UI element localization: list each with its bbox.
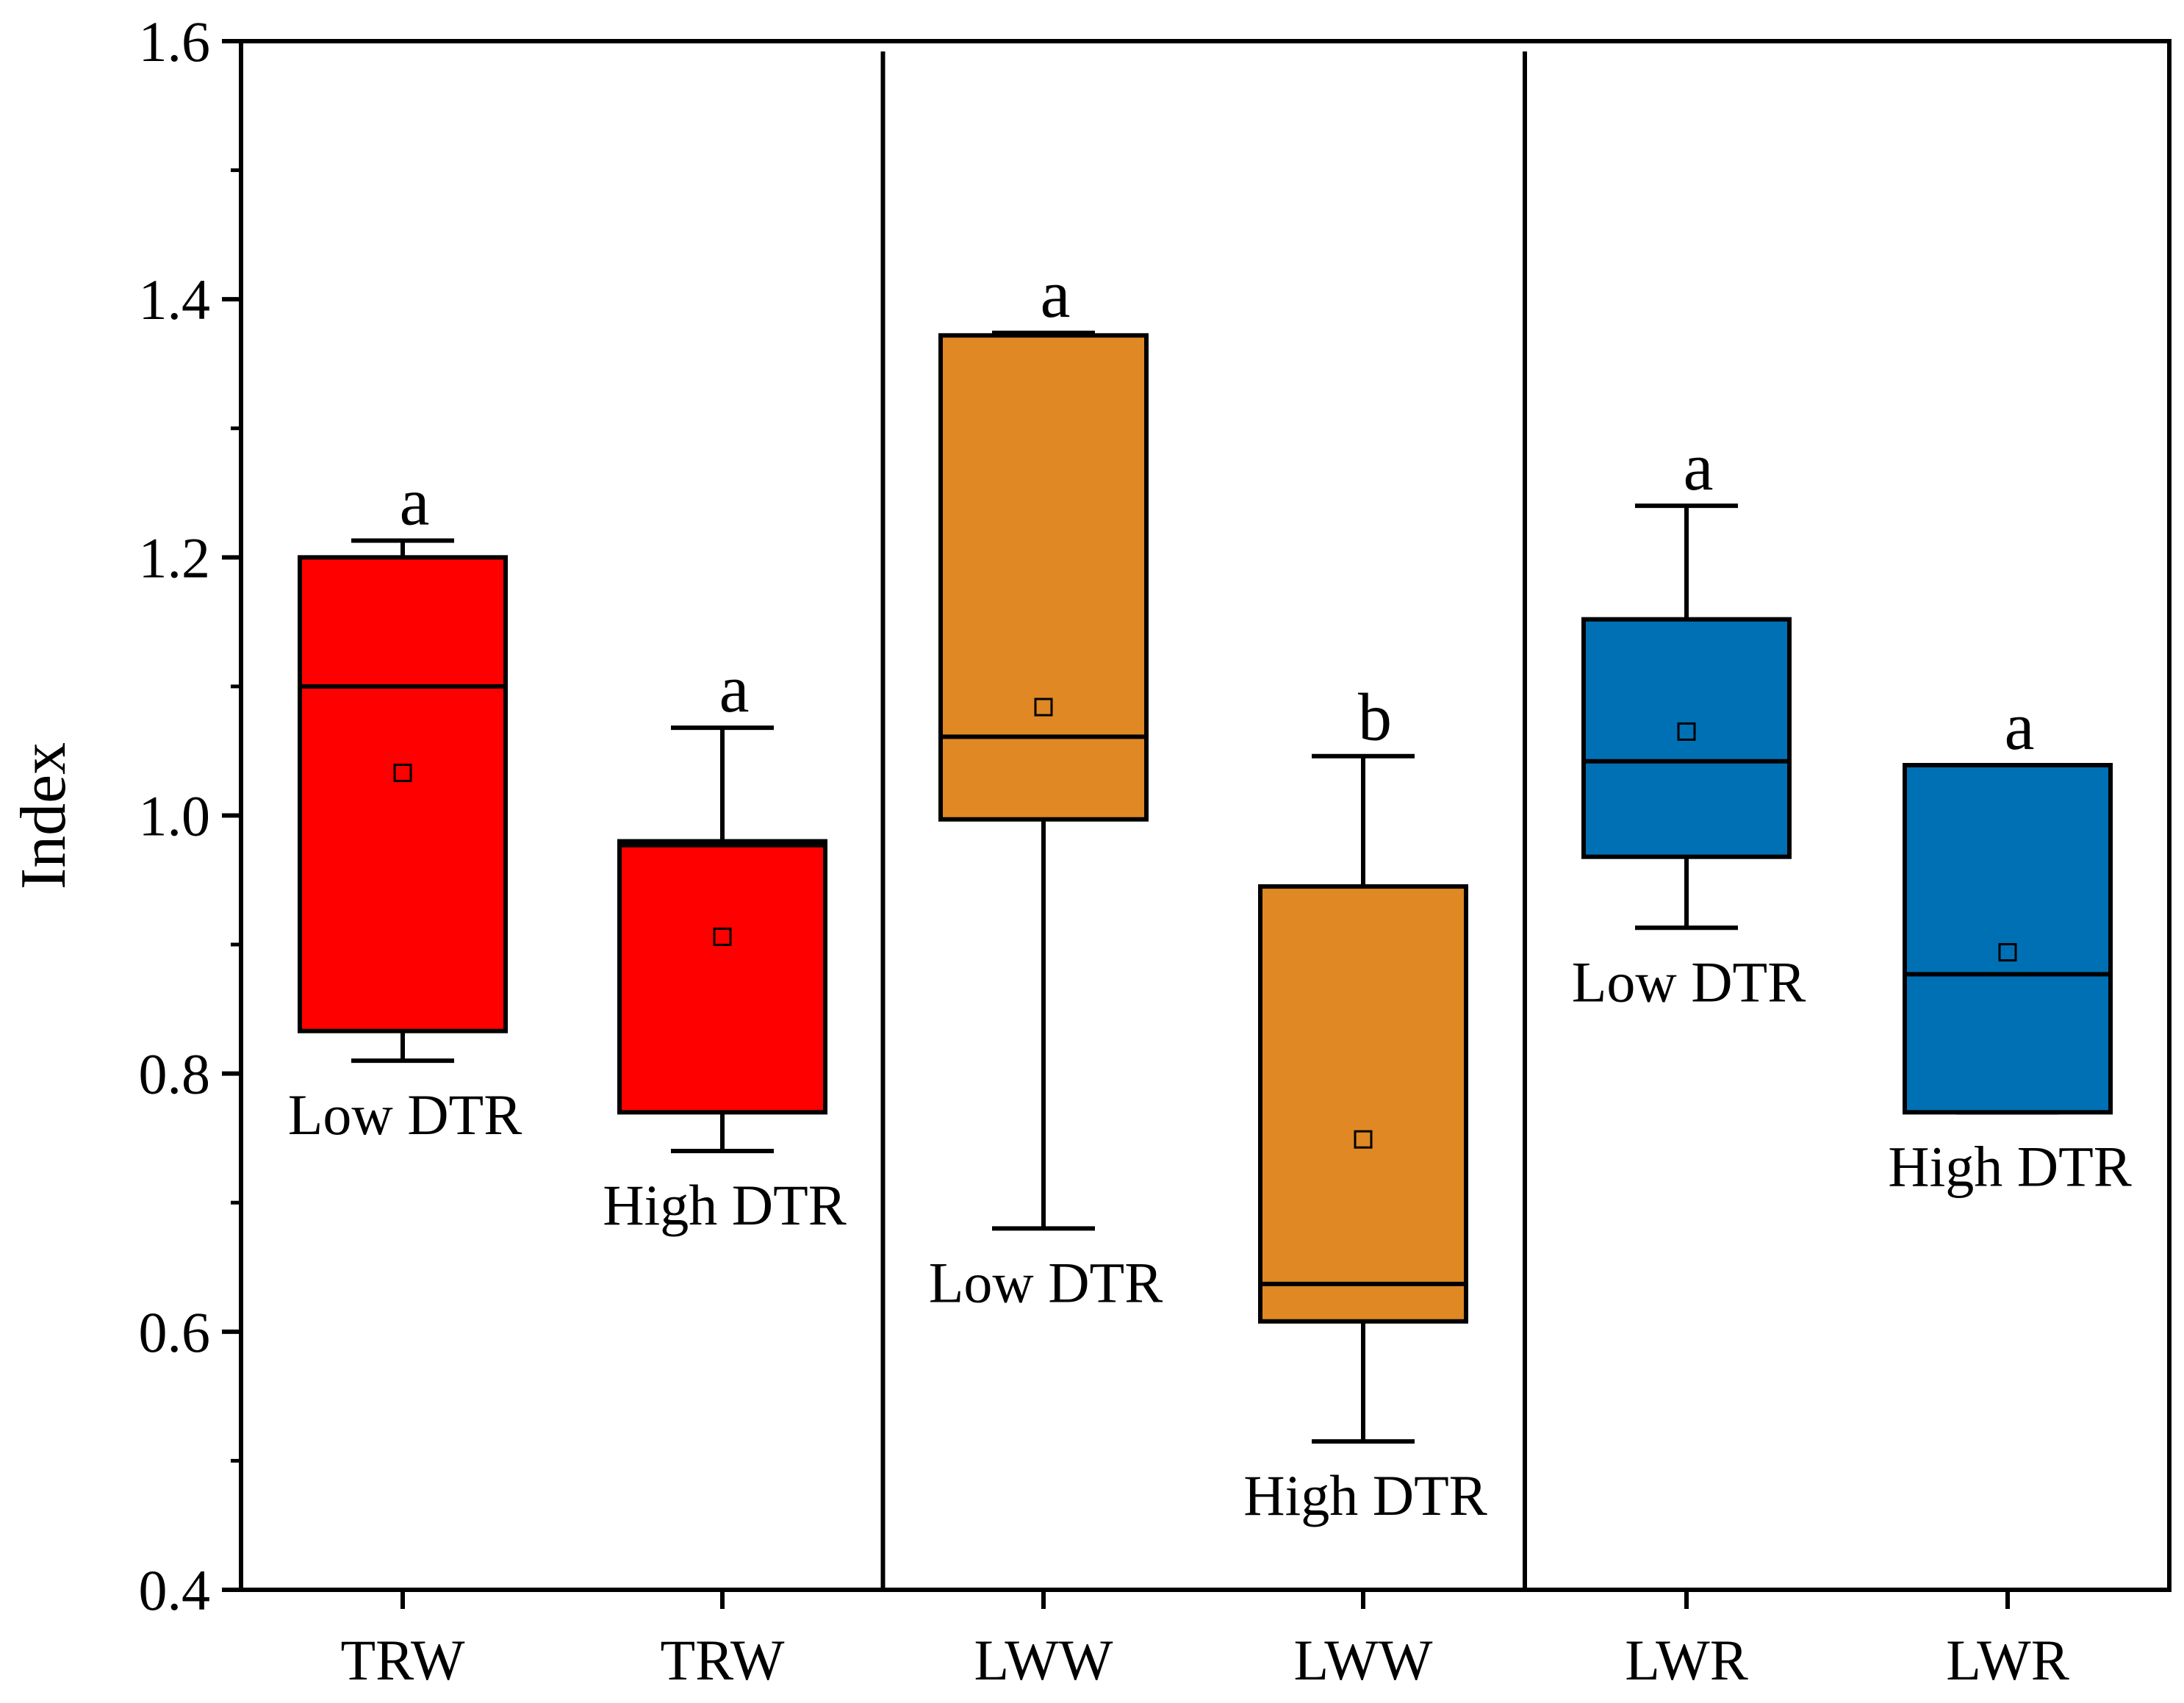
significance-letter: b [1358,680,1392,755]
y-tick-label: 1.2 [139,526,211,589]
group-label: High DTR [603,1173,847,1237]
box-trw-low-dtr: a Low DTR [288,465,522,1147]
box-lwr-low-dtr: a Low DTR [1572,429,1806,1014]
significance-letter: a [719,651,750,726]
mean-marker [1998,943,2017,962]
group-label: High DTR [1888,1134,2132,1198]
iqr-box [1581,617,1792,859]
group-label: Low DTR [288,1083,522,1147]
group-label: Low DTR [1572,950,1806,1014]
x-tick-label: TRW [341,1628,465,1692]
significance-letter: a [400,465,430,539]
y-tick-label: 0.6 [139,1300,211,1364]
y-tick-label: 0.8 [139,1042,211,1106]
y-tick-label: 1.4 [139,268,211,331]
significance-letter: a [2005,689,2035,764]
y-tick-label: 0.4 [139,1558,211,1622]
iqr-box [1258,884,1468,1324]
box-trw-high-dtr: a High DTR [603,651,847,1237]
box-lwr-high-dtr: a High DTR [1888,689,2132,1198]
mean-marker [393,764,412,783]
significance-letter: a [1041,257,1071,331]
iqr-box [617,839,827,1115]
box-lww-low-dtr: a Low DTR [929,257,1163,1315]
mean-marker [1677,722,1696,741]
x-axis: TRW TRW LWW LWW LWR LWR [341,1590,2069,1692]
mean-marker [1354,1130,1373,1149]
x-tick-label: TRW [661,1628,785,1692]
y-axis-title: Index [8,742,79,889]
mean-marker [713,928,732,947]
significance-letter: a [1684,429,1714,504]
y-tick-label: 1.0 [139,784,211,848]
x-tick-label: LWW [974,1628,1113,1692]
y-tick-label: 1.6 [139,10,211,74]
plot-frame [239,39,2172,1592]
plot-marks: a Low DTR a High DTR a Low DTR b High DTR a Low D… [288,51,2132,1590]
x-tick-label: LWR [1625,1628,1748,1692]
x-tick-label: LWR [1946,1628,2069,1692]
y-axis: 0.4 0.6 0.8 1.0 1.2 1.4 1.6 [139,10,241,1622]
box-lww-high-dtr: b High DTR [1243,680,1487,1527]
mean-marker [1034,698,1053,717]
iqr-box [298,555,508,1033]
iqr-box [938,333,1149,822]
group-label: High DTR [1243,1463,1487,1527]
x-tick-label: LWW [1293,1628,1432,1692]
group-label: Low DTR [929,1250,1163,1314]
iqr-box [1903,763,2113,1115]
